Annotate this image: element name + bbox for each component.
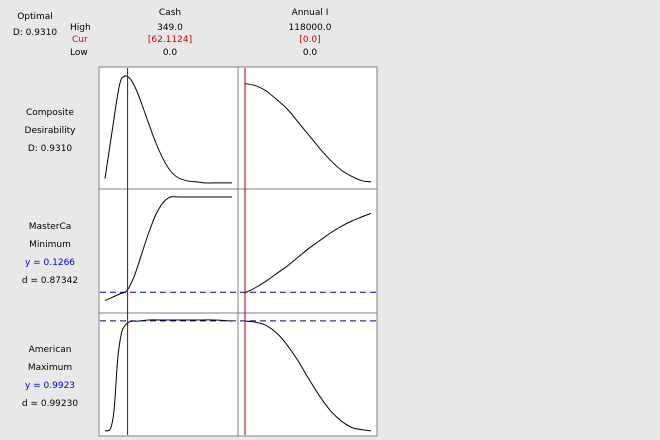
response-curve-row0-annual: [244, 83, 372, 183]
response-curve-row1-annual: [244, 212, 372, 294]
factor-high-cash: 349.0: [157, 23, 183, 33]
row-label-mastercard-d: d = 0.87342: [21, 276, 79, 286]
factor-high-annual: 118000.0: [288, 23, 332, 33]
overall-desirability: D: 0.9310: [12, 28, 58, 38]
row-label-mastercard-1: MasterCa: [28, 222, 72, 232]
row-label-composite-2: Desirability: [24, 126, 76, 136]
row-label-american-d: d = 0.99230: [21, 399, 79, 409]
row-label-composite-1: Composite: [25, 108, 75, 118]
high-label: High: [70, 23, 91, 33]
factor-low-annual: 0.0: [302, 48, 318, 58]
row-label-american-2: Maximum: [27, 363, 73, 373]
factor-cur-annual: [0.0]: [299, 35, 321, 45]
row-label-mastercard-y: y = 0.1266: [24, 258, 76, 268]
factor-name-annual: Annual I: [291, 8, 329, 18]
response-curve-row0-cash: [104, 75, 232, 184]
cur-label: Cur: [72, 35, 88, 45]
response-curve-row1-cash: [104, 196, 232, 302]
row-label-composite-3: D: 0.9310: [27, 144, 73, 154]
factor-low-cash: 0.0: [162, 48, 178, 58]
row-label-mastercard-2: Minimum: [29, 240, 71, 250]
response-curve-row2-annual: [244, 320, 372, 432]
low-label: Low: [70, 48, 88, 58]
row-label-american-1: American: [28, 345, 72, 355]
factor-cur-cash: [62.1124]: [147, 35, 193, 45]
row-label-american-y: y = 0.9923: [24, 381, 76, 391]
optimal-label: Optimal: [17, 12, 53, 22]
factor-name-cash: Cash: [158, 8, 182, 18]
